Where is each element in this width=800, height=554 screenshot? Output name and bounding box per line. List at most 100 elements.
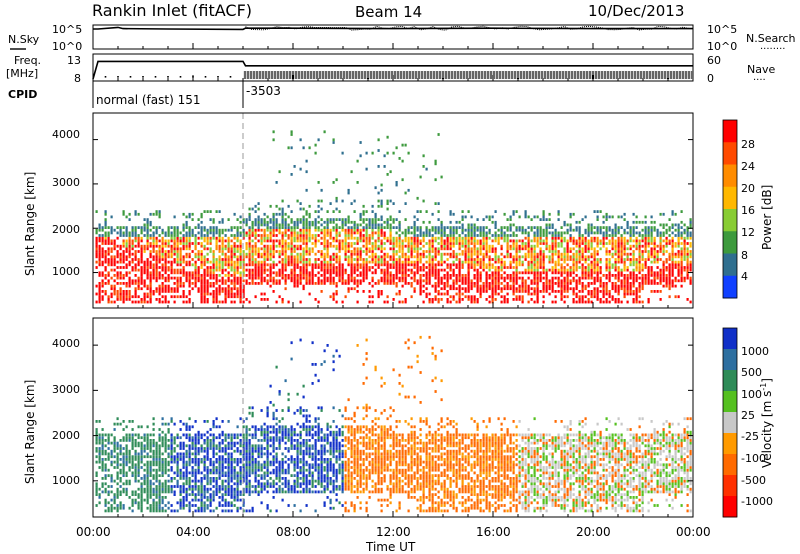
heatmap-cell (302, 207, 305, 211)
heatmap-cell (200, 236, 203, 240)
heatmap-cell (251, 239, 254, 243)
heatmap-cell (671, 282, 674, 285)
heatmap-cell (140, 252, 143, 256)
heatmap-cell (119, 449, 122, 453)
heatmap-cell (182, 239, 185, 243)
heatmap-cell (437, 133, 440, 136)
heatmap-cell (587, 244, 590, 248)
heatmap-cell (431, 236, 434, 240)
heatmap-cell (680, 266, 683, 269)
heatmap-cell (617, 287, 620, 291)
heatmap-cell (176, 250, 179, 253)
heatmap-cell (140, 239, 143, 243)
heatmap-cell (434, 226, 437, 229)
heatmap-cell (491, 244, 494, 248)
heatmap-cell (590, 300, 593, 304)
heatmap-cell (488, 282, 491, 285)
heatmap-cell (419, 226, 422, 229)
heatmap-cell (188, 260, 191, 264)
heatmap-cell (539, 252, 542, 256)
heatmap-cell (122, 436, 125, 440)
heatmap-cell (134, 244, 137, 248)
heatmap-cell (104, 250, 107, 253)
heatmap-cell (425, 250, 428, 253)
heatmap-cell (491, 276, 494, 280)
heatmap-cell (434, 290, 437, 293)
heatmap-cell (131, 266, 134, 269)
heatmap-cell (443, 247, 446, 251)
heatmap-cell (155, 250, 158, 253)
heatmap-cell (566, 244, 569, 248)
heatmap-cell (386, 239, 389, 243)
heatmap-cell (146, 292, 149, 296)
heatmap-cell (611, 215, 614, 219)
heatmap-cell (536, 268, 539, 272)
heatmap-cell (428, 247, 431, 251)
heatmap-cell (149, 287, 152, 291)
heatmap-cell (677, 274, 680, 277)
heatmap-cell (263, 263, 266, 267)
heatmap-cell (383, 260, 386, 264)
heatmap-cell (623, 228, 626, 232)
heatmap-cell (287, 255, 290, 259)
heatmap-cell (680, 271, 683, 275)
heatmap-cell (158, 226, 161, 229)
heatmap-cell (380, 215, 383, 219)
heatmap-cell (317, 215, 320, 219)
heatmap-cell (569, 250, 572, 253)
heatmap-cell (365, 242, 368, 245)
heatmap-cell (410, 268, 413, 272)
heatmap-cell (368, 236, 371, 240)
heatmap-cell (416, 228, 419, 232)
heatmap-cell (245, 231, 248, 235)
heatmap-cell (689, 236, 692, 240)
heatmap-cell (110, 490, 113, 494)
heatmap-cell (302, 236, 305, 240)
heatmap-cell (440, 223, 443, 227)
heatmap-cell (470, 223, 473, 227)
heatmap-cell (563, 255, 566, 259)
heatmap-cell (266, 250, 269, 253)
heatmap-cell (188, 300, 191, 304)
heatmap-cell (632, 220, 635, 224)
heatmap-cell (215, 282, 218, 285)
heatmap-cell (182, 258, 185, 261)
heatmap-cell (608, 266, 611, 269)
heatmap-cell (527, 242, 530, 245)
heatmap-cell (539, 274, 542, 277)
heatmap-cell (572, 239, 575, 243)
heatmap-cell (521, 300, 524, 304)
heatmap-cell (410, 231, 413, 235)
heatmap-cell (590, 226, 593, 229)
heatmap-cell (371, 242, 374, 245)
heatmap-cell (296, 263, 299, 267)
heatmap-cell (425, 167, 428, 171)
heatmap-cell (317, 258, 320, 261)
heatmap-cell (530, 228, 533, 232)
heatmap-cell (176, 247, 179, 251)
heatmap-cell (122, 298, 125, 301)
heatmap-cell (437, 276, 440, 280)
heatmap-cell (362, 228, 365, 232)
heatmap-cell (647, 298, 650, 301)
heatmap-cell (299, 228, 302, 232)
heatmap-cell (362, 266, 365, 269)
heatmap-cell (431, 228, 434, 232)
heatmap-cell (299, 258, 302, 261)
heatmap-cell (404, 228, 407, 232)
heatmap-cell (368, 242, 371, 245)
heatmap-cell (686, 268, 689, 272)
heatmap-cell (494, 252, 497, 256)
heatmap-cell (143, 279, 146, 283)
heatmap-cell (362, 250, 365, 253)
heatmap-cell (656, 252, 659, 256)
heatmap-cell (674, 212, 677, 216)
heatmap-cell (239, 234, 242, 237)
heatmap-cell (377, 138, 380, 142)
heatmap-cell (662, 212, 665, 216)
heatmap-cell (137, 239, 140, 243)
heatmap-cell (335, 274, 338, 277)
heatmap-cell (458, 263, 461, 267)
heatmap-cell (515, 287, 518, 291)
heatmap-cell (533, 234, 536, 237)
